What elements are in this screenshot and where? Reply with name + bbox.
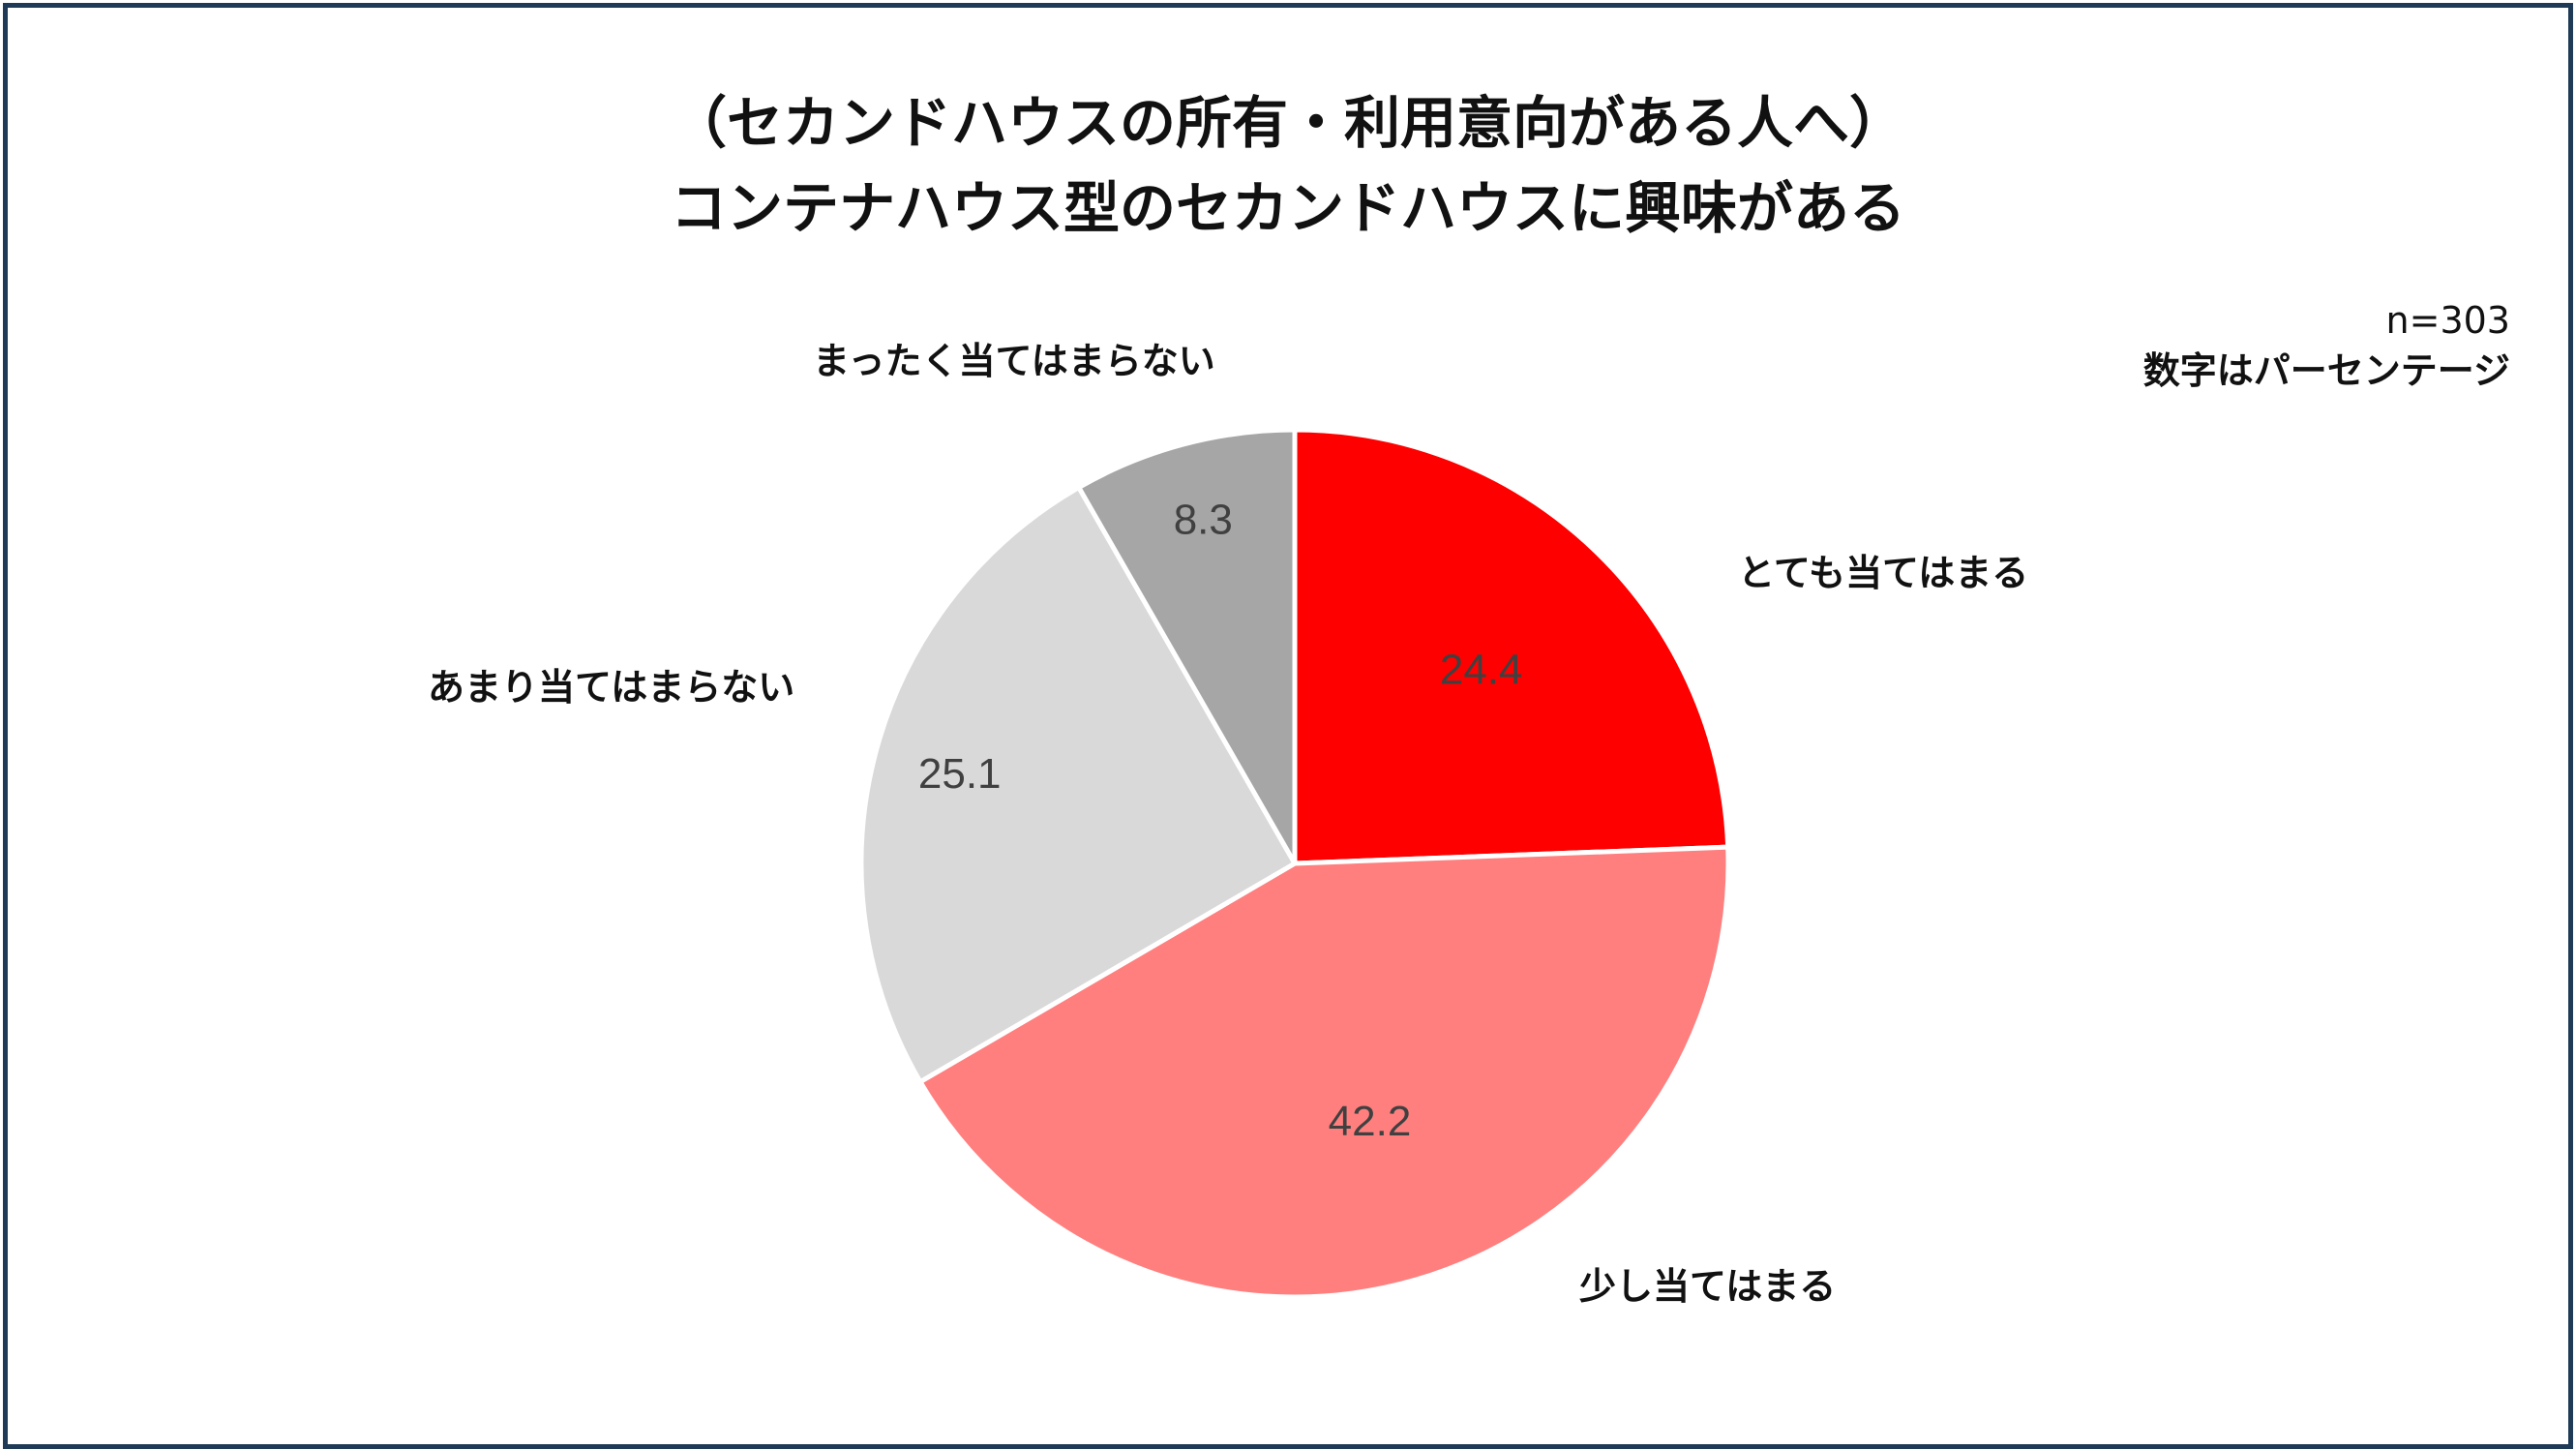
category-label-not-very-applicable: あまり当てはまらない (428, 666, 795, 709)
chart-title-line-2: コンテナハウス型のセカンドハウスに興味がある (670, 175, 1905, 241)
value-label-not-very-applicable: 25.1 (918, 750, 1002, 798)
category-label-somewhat-applicable: 少し当てはまる (1579, 1265, 1837, 1308)
pie-slice-somewhat-applicable (917, 844, 1731, 1300)
sample-size-note: n=303 (2385, 299, 2510, 342)
chart-title-line-1: （セカンドハウスの所有・利用意向がある人へ） (670, 90, 1905, 156)
category-label-not-at-all-applicable: まったく当てはまらない (813, 340, 1215, 382)
pie-slice-not-very-applicable (858, 485, 1298, 1085)
pie-slice-very-applicable (1292, 427, 1731, 866)
unit-note: 数字はパーセンテージ (2142, 349, 2510, 392)
value-label-somewhat-applicable: 42.2 (1329, 1098, 1412, 1145)
value-label-very-applicable: 24.4 (1440, 646, 1523, 693)
pie-slice-not-at-all-applicable (1076, 427, 1298, 866)
value-label-not-at-all-applicable: 8.3 (1174, 497, 1233, 544)
category-label-very-applicable: とても当てはまる (1738, 552, 2029, 594)
